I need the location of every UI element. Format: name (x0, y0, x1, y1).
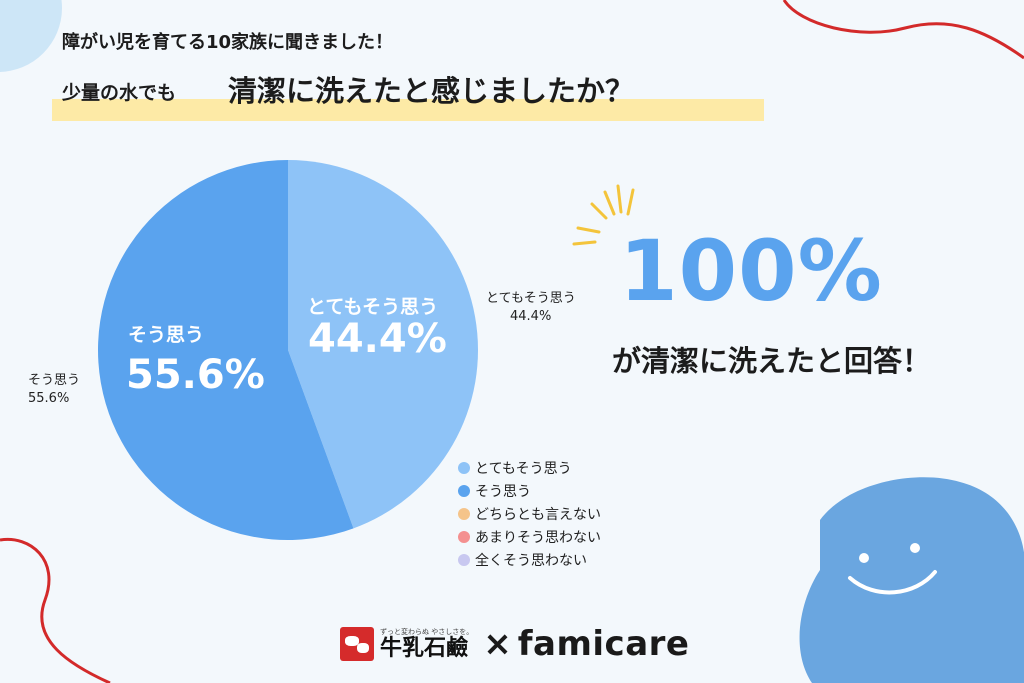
red-wave-bottom-left (0, 537, 111, 683)
highlighter-band (52, 99, 764, 121)
red-wave-top-right (782, 0, 1024, 60)
sparkle-lines (572, 184, 635, 246)
slice-label-outer-1: とてもそう思う 44.4% (486, 290, 576, 326)
legend-swatch-4 (458, 530, 470, 543)
brand1-tagline: ずっと変わらぬ やさしさを。 (380, 628, 474, 636)
slice-label-inner-1: とてもそう思う (307, 296, 439, 318)
brand2-logo: famicare (517, 624, 690, 664)
legend-label-4: あまりそう思わない (475, 529, 601, 546)
legend-label-2: そう思う (475, 483, 531, 500)
headline-caption: が清潔に洗えたと回答！ (612, 344, 932, 378)
legend-item-3: どちらとも言えない (458, 502, 601, 525)
legend-swatch-2 (458, 484, 470, 497)
collab-cross: × (483, 624, 512, 664)
corner-bubble (0, 0, 62, 72)
headline-percent: 100% (619, 222, 883, 320)
slice-label-outer-1-value: 44.4% (510, 309, 552, 324)
chart-legend: とてもそう思う そう思うどちらとも言えない あまりそう思わない 全くそう思わない (458, 456, 601, 571)
blob-eye-left (859, 553, 869, 563)
legend-label-1: とてもそう思う (475, 460, 572, 477)
slice-label-outer-2-value: 55.6% (28, 391, 70, 406)
brand1-logo: 牛乳石鹼 (380, 636, 469, 661)
pie-chart (98, 160, 479, 540)
legend-swatch-5 (458, 553, 470, 566)
legend-item-5: 全くそう思わない (458, 548, 601, 571)
slice-label-outer-2: そう思う 55.6% (28, 372, 80, 408)
slice-label-outer-1-name: とてもそう思う (486, 291, 576, 306)
legend-item-1: とてもそう思う (458, 456, 601, 479)
blob-character (799, 477, 1024, 683)
slice-value-inner-1: 44.4% (308, 316, 447, 362)
question-title: 清潔に洗えたと感じましたか？ (228, 74, 635, 108)
footer-logos: ずっと変わらぬ やさしさを。 牛乳石鹼 × famicare (340, 624, 689, 664)
legend-label-5: 全くそう思わない (475, 552, 587, 569)
brand1-block: ずっと変わらぬ やさしさを。 牛乳石鹼 (380, 627, 473, 661)
question-prefix: 少量の水でも (62, 82, 177, 104)
survey-subtitle: 障がい児を育てる10家族に聞きました！ (62, 32, 394, 53)
legend-item-2: そう思う (458, 479, 601, 502)
slice-label-inner-2: そう思う (128, 324, 205, 346)
legend-swatch-3 (458, 507, 470, 520)
blob-smile (848, 570, 937, 595)
legend-swatch-1 (458, 461, 470, 474)
cow-logo-icon (340, 627, 374, 661)
slice-value-inner-2: 55.6% (126, 352, 265, 398)
pie-slice-1 (288, 160, 479, 529)
legend-item-4: あまりそう思わない (458, 525, 601, 548)
blob-eye-right (910, 543, 920, 553)
pie-slice-2 (98, 160, 354, 540)
legend-label-3: どちらとも言えない (475, 506, 601, 523)
slice-label-outer-2-name: そう思う (28, 373, 81, 388)
